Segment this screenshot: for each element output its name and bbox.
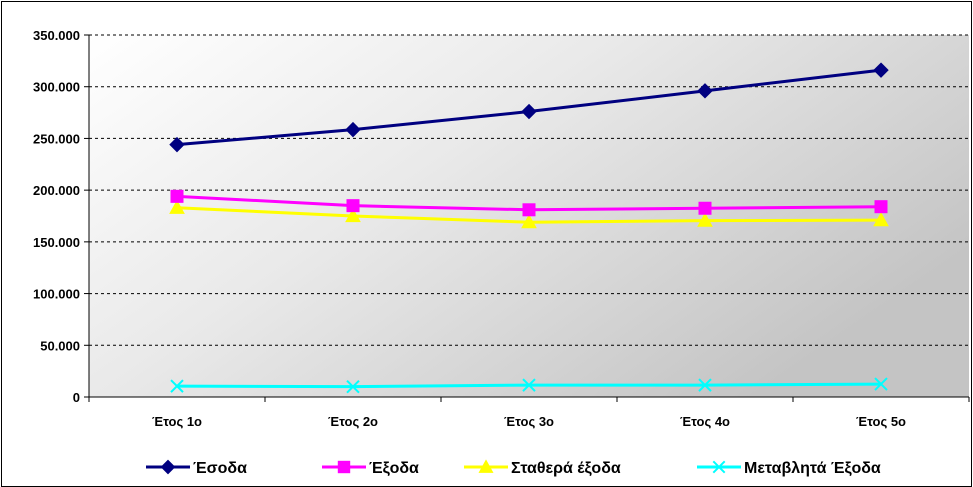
data-point-marker [169,136,185,153]
legend-marker [160,459,176,475]
data-point-marker [697,212,713,227]
y-tick-label: 150.000 [33,235,80,250]
grid-lines [89,34,969,346]
legend-marker [337,460,351,474]
axes [84,34,970,402]
data-point-marker [522,203,536,217]
legend-label: Έξοδα [369,460,419,477]
legend-marker [712,460,726,474]
data-point-marker [521,214,537,229]
y-tick-label: 350.000 [33,28,80,43]
data-point-marker [170,189,184,203]
data-point-marker [697,83,713,99]
legend-label: Μεταβλητά Έξοδα [744,460,881,477]
data-point-marker [698,378,712,392]
x-tick-labels: Έτος 1ο Έτος 2ο Έτος 3ο Έτος 4ο Έτος 5ο [152,414,906,429]
legend-label: Έσοδα [193,460,247,477]
data-point-marker [170,379,184,393]
x-tick-label: Έτος 4ο [680,414,730,429]
legend-label: Σταθερά έξοδα [511,460,621,477]
y-tick-label: 250.000 [33,131,80,146]
x-tick-label: Έτος 3ο [504,414,554,429]
data-point-marker [345,121,361,138]
data-point-marker [873,62,889,78]
data-point-marker [874,377,888,391]
y-tick-label: 300.000 [33,80,80,95]
y-tick-label: 0 [73,390,80,405]
data-point-marker [345,207,361,223]
legend: Έσοδα Έξοδα Σταθερά έξοδα Μεταβλητά Έξοδα [146,459,881,477]
data-point-marker [698,201,712,215]
data-point-marker [873,212,889,227]
data-point-marker [346,379,360,394]
y-tick-label: 50.000 [40,338,80,353]
y-tick-label: 200.000 [33,183,80,198]
data-point-marker [346,199,360,213]
legend-marker [478,459,494,473]
x-tick-label: Έτος 2ο [328,414,378,429]
y-tick-labels: 0 50.000 100.000 150.000 200.000 250.000 300.0… [33,28,80,405]
data-point-marker [169,199,185,214]
x-tick-label: Έτος 5ο [856,414,906,429]
data-point-marker [521,103,537,120]
series [169,62,889,394]
data-point-marker [522,378,536,392]
data-point-marker [874,200,888,214]
x-tick-label: Έτος 1ο [152,414,202,429]
y-tick-label: 100.000 [33,287,80,302]
